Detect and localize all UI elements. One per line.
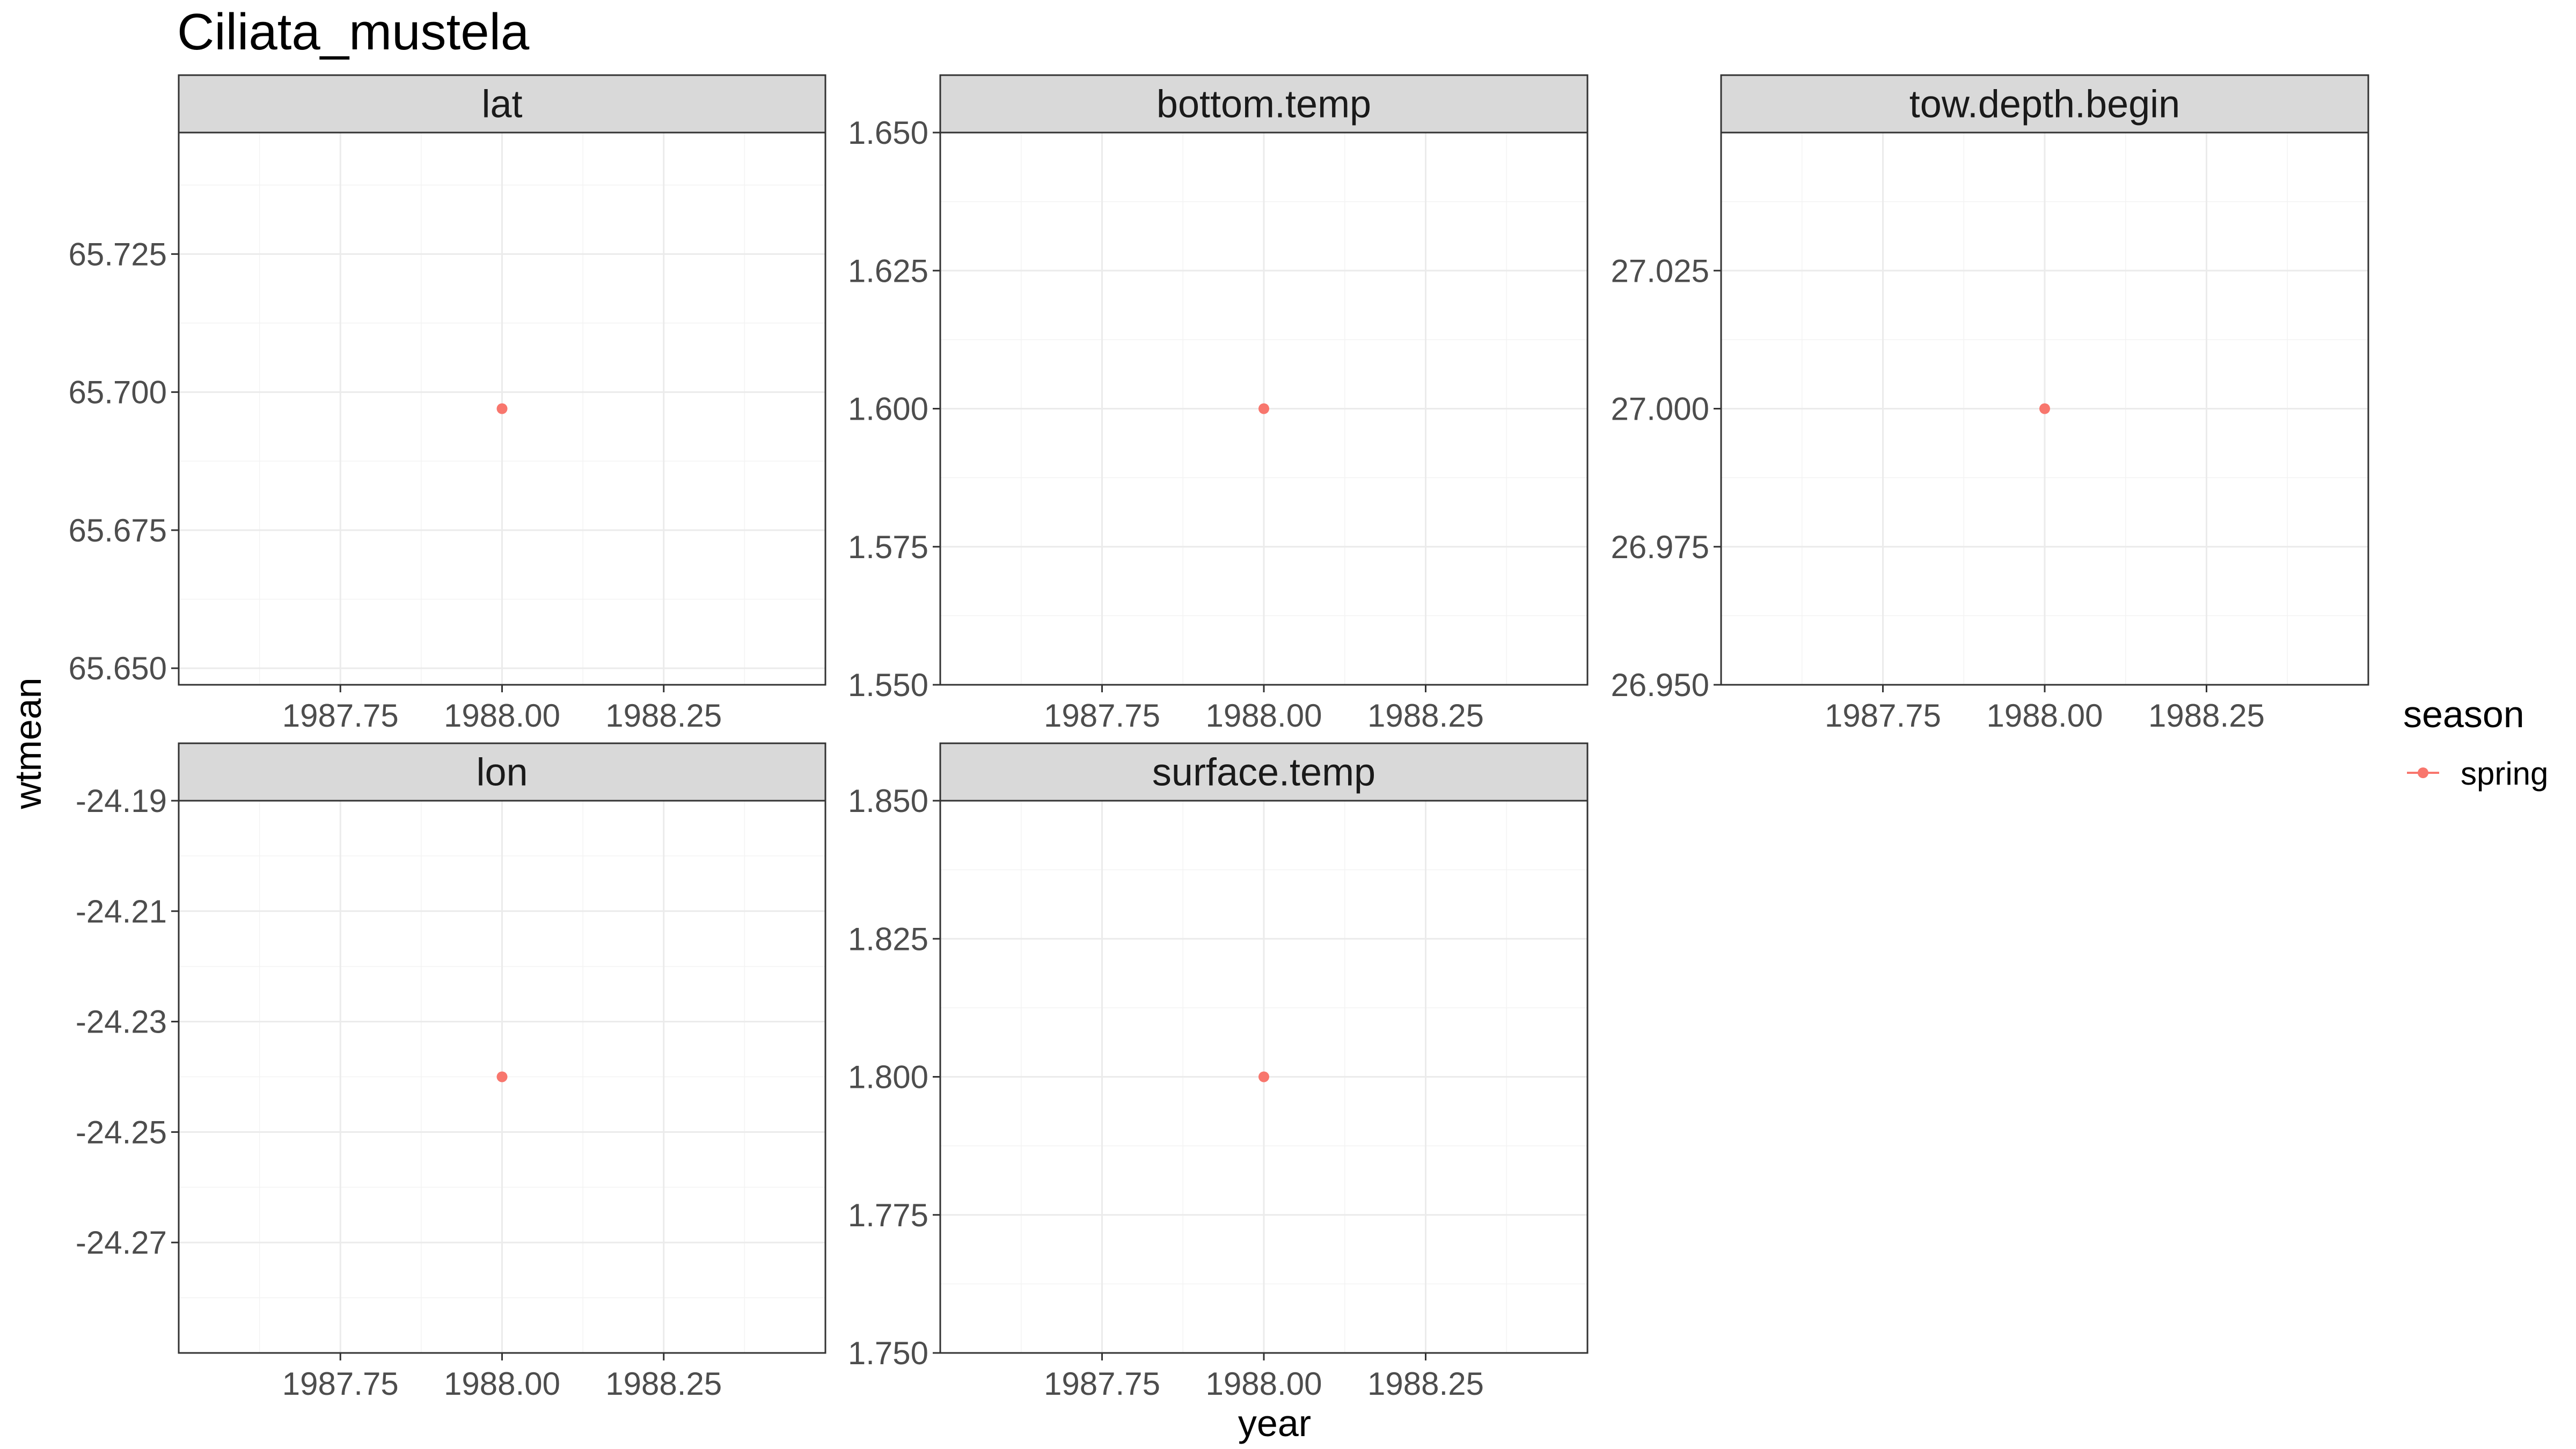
y-tick-label: -24.25 (76, 1114, 167, 1150)
y-tick-label: 1.850 (848, 783, 928, 819)
facet-panel-lat: lat 65.650 65.675 65.700 65.725 1987.75 1988.0… (68, 74, 826, 734)
y-tick-label: 65.675 (68, 513, 167, 548)
y-tick-label: 1.800 (848, 1059, 928, 1095)
y-tick-label: 1.625 (848, 253, 928, 289)
y-tick-label: -24.21 (76, 894, 167, 930)
x-tick-label: 1988.25 (2148, 698, 2265, 734)
facet-strip (939, 742, 1589, 802)
facet-strip-label: bottom.temp (1157, 83, 1371, 126)
facet-panel-bottom-temp: bottom.temp 1.550 1.575 1.600 1.625 1.650 1987… (848, 74, 1589, 734)
legend-label-spring: spring (2461, 756, 2548, 792)
x-tick-label: 1988.25 (605, 1366, 722, 1402)
y-tick-label: -24.23 (76, 1004, 167, 1040)
data-point-spring (1258, 1071, 1269, 1082)
facet-strip (1720, 74, 2369, 134)
y-tick-label: 1.750 (848, 1335, 928, 1371)
facet-panel-tow-depth-begin: tow.depth.begin 26.950 26.975 27.000 27.025 1… (1611, 74, 2369, 734)
x-tick-label: 1987.75 (282, 1366, 399, 1402)
y-tick-label: -24.27 (76, 1225, 167, 1261)
y-tick-label: 65.650 (68, 650, 167, 686)
x-tick-label: 1988.00 (1206, 1366, 1322, 1402)
facet-strip-label: lon (476, 751, 528, 794)
chart-title: Ciliata_mustela (177, 3, 530, 61)
y-axis-title: wtmean (7, 677, 49, 809)
facet-strip (939, 74, 1589, 134)
data-point-spring (2039, 403, 2050, 414)
x-axis-title: year (1238, 1402, 1311, 1444)
x-tick-label: 1988.25 (1367, 698, 1484, 734)
x-tick-label: 1988.00 (1987, 698, 2103, 734)
facet-panels: lat 65.650 65.675 65.700 65.725 1987.75 1988.0… (68, 74, 2369, 1402)
y-tick-label: 65.725 (68, 236, 167, 272)
facet-strip-label: surface.temp (1152, 751, 1375, 794)
x-tick-label: 1987.75 (1044, 698, 1160, 734)
legend-title: season (2403, 693, 2524, 735)
y-tick-label: 26.950 (1611, 667, 1709, 703)
y-tick-label: 1.575 (848, 529, 928, 565)
y-tick-label: -24.19 (76, 783, 167, 819)
x-tick-label: 1988.25 (1367, 1366, 1484, 1402)
y-tick-label: 1.775 (848, 1197, 928, 1233)
x-tick-label: 1988.25 (605, 698, 722, 734)
y-tick-label: 1.825 (848, 921, 928, 957)
y-tick-label: 27.000 (1611, 391, 1709, 427)
y-tick-label: 27.025 (1611, 253, 1709, 289)
facet-strip-label: lat (481, 83, 522, 126)
y-tick-label: 1.600 (848, 391, 928, 427)
y-tick-label: 1.550 (848, 667, 928, 703)
legend: season spring (2403, 693, 2548, 792)
x-tick-label: 1988.00 (444, 1366, 560, 1402)
data-point-spring (1258, 403, 1269, 414)
facet-panel-lon: lon -24.19 -24.21 -24.23 -24.25 -24.27 1987.75… (76, 742, 826, 1402)
data-point-spring (496, 1071, 508, 1082)
x-tick-label: 1988.00 (444, 698, 560, 734)
x-tick-label: 1987.75 (1044, 1366, 1160, 1402)
x-tick-label: 1988.00 (1206, 698, 1322, 734)
data-point-spring (496, 403, 508, 414)
y-tick-label: 26.975 (1611, 529, 1709, 565)
legend-key-point (2418, 767, 2428, 778)
y-tick-label: 65.700 (68, 375, 167, 411)
x-tick-label: 1987.75 (282, 698, 399, 734)
facet-strip (178, 742, 826, 802)
facet-strip-label: tow.depth.begin (1909, 83, 2180, 126)
facet-strip (178, 74, 826, 134)
facet-panel-surface-temp: surface.temp 1.750 1.775 1.800 1.825 1.850 198… (848, 742, 1589, 1402)
y-tick-label: 1.650 (848, 115, 928, 151)
x-tick-label: 1987.75 (1825, 698, 1941, 734)
